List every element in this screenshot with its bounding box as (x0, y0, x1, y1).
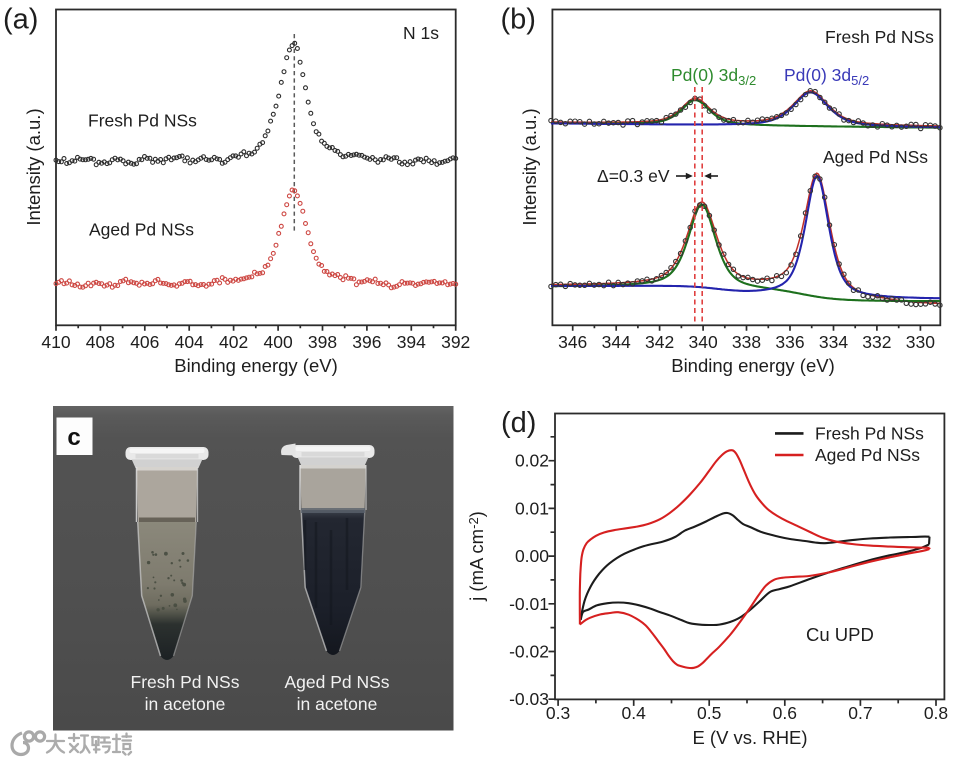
svg-text:Aged Pd NSs: Aged Pd NSs (823, 147, 928, 167)
svg-text:Intensity (a.u.): Intensity (a.u.) (23, 108, 44, 225)
svg-text:j (mA cm-2): j (mA cm-2) (466, 511, 487, 602)
svg-text:346: 346 (558, 332, 587, 352)
svg-text:0.8: 0.8 (924, 703, 948, 723)
svg-text:Fresh Pd NSs: Fresh Pd NSs (88, 111, 197, 131)
svg-text:Pd(0) 3d5/2: Pd(0) 3d5/2 (784, 65, 869, 88)
svg-text:0.4: 0.4 (622, 703, 647, 723)
svg-text:c: c (67, 424, 80, 451)
svg-text:N 1s: N 1s (403, 23, 439, 43)
svg-text:410: 410 (41, 332, 70, 352)
svg-text:394: 394 (397, 332, 426, 352)
svg-text:406: 406 (130, 332, 159, 352)
svg-text:338: 338 (732, 332, 761, 352)
svg-text:Δ=0.3 eV: Δ=0.3 eV (597, 166, 670, 186)
svg-text:392: 392 (441, 332, 470, 352)
svg-text:402: 402 (219, 332, 248, 352)
svg-text:396: 396 (352, 332, 381, 352)
svg-text:(a): (a) (3, 4, 38, 36)
svg-text:0.7: 0.7 (848, 703, 872, 723)
svg-text:340: 340 (688, 332, 717, 352)
svg-text:E (V vs. RHE): E (V vs. RHE) (692, 727, 807, 748)
svg-text:Fresh Pd NSs: Fresh Pd NSs (825, 27, 934, 47)
svg-text:-0.01: -0.01 (509, 594, 549, 614)
svg-text:344: 344 (602, 332, 631, 352)
svg-text:398: 398 (308, 332, 337, 352)
svg-text:0.00: 0.00 (515, 546, 549, 566)
svg-text:Binding energy (eV): Binding energy (eV) (174, 355, 338, 376)
svg-text:(b): (b) (501, 4, 536, 36)
svg-text:-0.02: -0.02 (509, 642, 549, 662)
svg-text:Intensity (a.u.): Intensity (a.u.) (519, 108, 540, 225)
svg-text:0.6: 0.6 (773, 703, 797, 723)
svg-text:in acetone: in acetone (145, 694, 226, 714)
svg-text:404: 404 (175, 332, 204, 352)
svg-text:Binding energy (eV): Binding energy (eV) (671, 355, 835, 376)
svg-text:Aged Pd NSs: Aged Pd NSs (815, 445, 920, 465)
svg-text:0.5: 0.5 (697, 703, 721, 723)
svg-text:0.02: 0.02 (515, 451, 549, 471)
svg-text:Aged Pd NSs: Aged Pd NSs (284, 672, 389, 692)
svg-text:0.3: 0.3 (546, 703, 570, 723)
svg-text:Fresh Pd NSs: Fresh Pd NSs (131, 672, 240, 692)
svg-text:408: 408 (86, 332, 115, 352)
svg-text:332: 332 (862, 332, 891, 352)
svg-text:Cu UPD: Cu UPD (806, 624, 874, 645)
svg-text:Pd(0) 3d3/2: Pd(0) 3d3/2 (671, 65, 756, 88)
svg-text:336: 336 (775, 332, 804, 352)
svg-text:in acetone: in acetone (297, 694, 378, 714)
svg-text:Aged Pd NSs: Aged Pd NSs (89, 220, 194, 240)
svg-text:334: 334 (819, 332, 848, 352)
svg-text:342: 342 (645, 332, 674, 352)
svg-text:330: 330 (906, 332, 935, 352)
svg-text:0.01: 0.01 (515, 498, 549, 518)
svg-text:Fresh Pd NSs: Fresh Pd NSs (815, 424, 924, 444)
svg-text:-0.03: -0.03 (509, 689, 549, 709)
svg-text:400: 400 (263, 332, 292, 352)
svg-text:(d): (d) (501, 407, 536, 439)
